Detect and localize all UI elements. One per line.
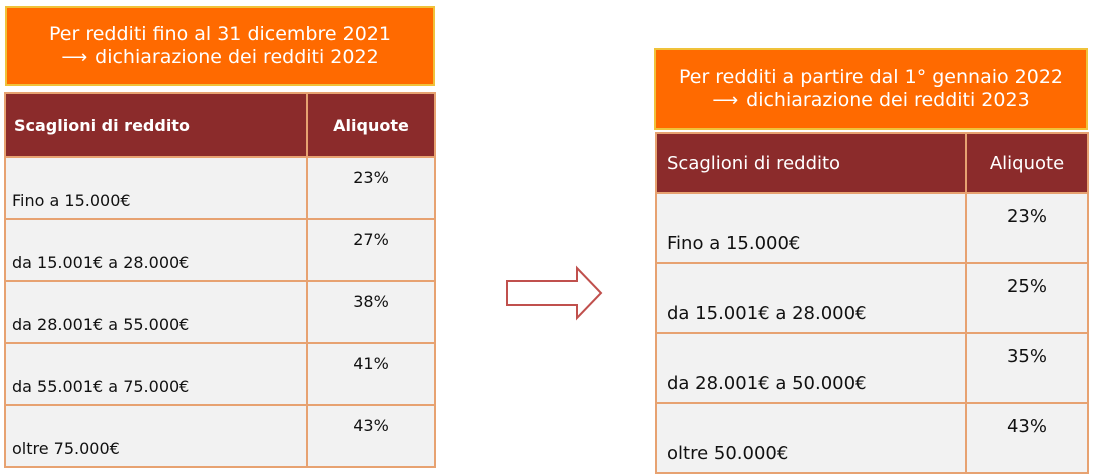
table-row: oltre 50.000€ 43% [655, 402, 1089, 474]
right-arrow-icon: ⟶ [712, 90, 739, 111]
rate-cell: 25% [965, 262, 1089, 334]
table-row: da 28.001€ a 55.000€ 38% [4, 280, 436, 344]
bracket-cell: da 28.001€ a 50.000€ [655, 332, 967, 404]
table-row: Fino a 15.000€ 23% [4, 156, 436, 220]
table-row: Fino a 15.000€ 23% [655, 192, 1089, 264]
bracket-cell: da 55.001€ a 75.000€ [4, 342, 308, 406]
rate-cell: 43% [965, 402, 1089, 474]
block-arrow-right-icon [506, 265, 603, 321]
header-brackets: Scaglioni di reddito [4, 92, 308, 158]
table-row: da 15.001€ a 28.000€ 27% [4, 218, 436, 282]
bracket-cell: oltre 50.000€ [655, 402, 967, 474]
rate-cell: 35% [965, 332, 1089, 404]
right-arrow-icon: ⟶ [61, 47, 88, 68]
bracket-cell: da 15.001€ a 28.000€ [655, 262, 967, 334]
header-rates: Aliquote [965, 132, 1089, 194]
banner-subtitle-2022: dichiarazione dei redditi 2023 [746, 89, 1030, 111]
table-header: Scaglioni di reddito Aliquote [4, 92, 436, 158]
table-row: da 28.001€ a 50.000€ 35% [655, 332, 1089, 404]
banner-subtitle-2021: dichiarazione dei redditi 2022 [95, 46, 379, 68]
rate-cell: 41% [306, 342, 436, 406]
bracket-cell: oltre 75.000€ [4, 404, 308, 468]
rate-cell: 43% [306, 404, 436, 468]
banner-title-2022: Per redditi a partire dal 1° gennaio 202… [678, 66, 1064, 89]
header-brackets: Scaglioni di reddito [655, 132, 967, 194]
header-rates: Aliquote [306, 92, 436, 158]
bracket-cell: Fino a 15.000€ [4, 156, 308, 220]
bracket-cell: da 28.001€ a 55.000€ [4, 280, 308, 344]
table-row: da 15.001€ a 28.000€ 25% [655, 262, 1089, 334]
banner-title-2021: Per redditi fino al 31 dicembre 2021 [49, 23, 391, 46]
rate-cell: 23% [306, 156, 436, 220]
rate-cell: 27% [306, 218, 436, 282]
rate-cell: 38% [306, 280, 436, 344]
table-row: oltre 75.000€ 43% [4, 404, 436, 468]
rate-cell: 23% [965, 192, 1089, 264]
banner-2021: Per redditi fino al 31 dicembre 2021 ⟶ di… [5, 6, 435, 86]
banner-2022: Per redditi a partire dal 1° gennaio 202… [654, 48, 1088, 130]
table-row: da 55.001€ a 75.000€ 41% [4, 342, 436, 406]
bracket-cell: da 15.001€ a 28.000€ [4, 218, 308, 282]
tax-table-2021: Scaglioni di reddito Aliquote Fino a 15.… [4, 92, 436, 468]
bracket-cell: Fino a 15.000€ [655, 192, 967, 264]
tax-table-2022: Scaglioni di reddito Aliquote Fino a 15.… [655, 132, 1089, 474]
table-header: Scaglioni di reddito Aliquote [655, 132, 1089, 194]
